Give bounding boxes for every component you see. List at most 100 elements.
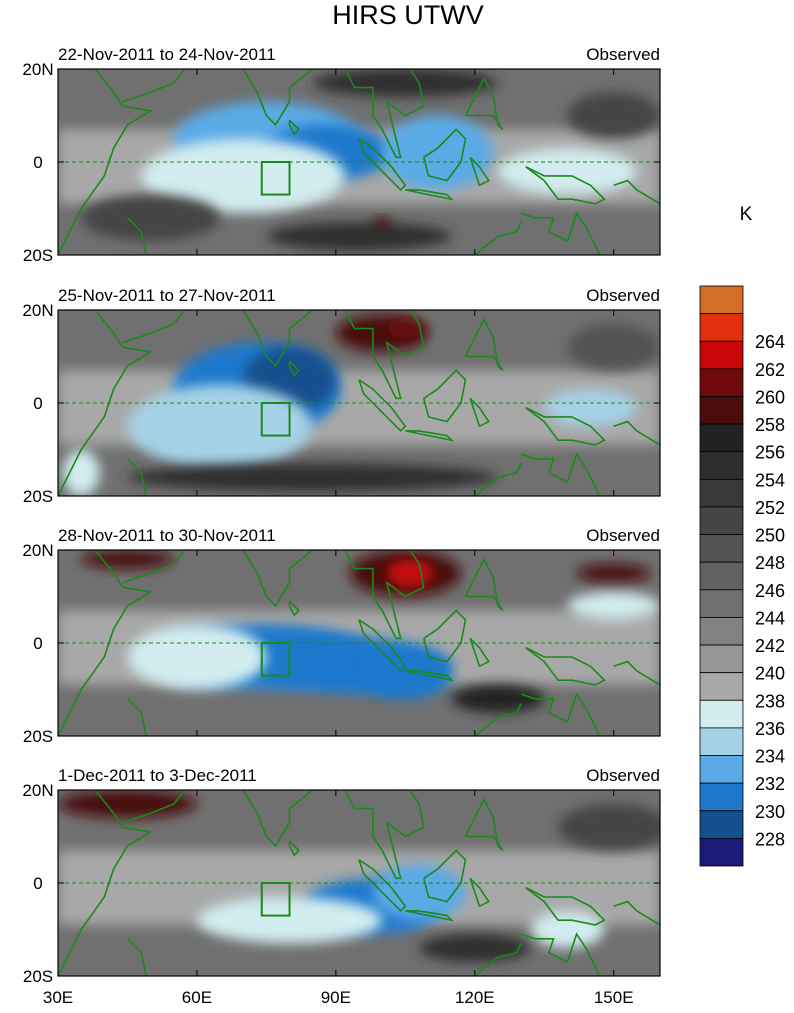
coastline: [520, 211, 601, 255]
colorbar-tick-label: 264: [755, 332, 785, 352]
map-panel: 20N 0 20S 25-Nov-2011 to 27-Nov-2011 Observe…: [22, 286, 661, 506]
coastline: [464, 76, 504, 130]
coastline: [58, 310, 153, 496]
contour-feature: [127, 624, 267, 690]
contour-feature: [419, 934, 531, 963]
coastline: [474, 943, 522, 976]
coastline: [242, 310, 315, 368]
coastline: [288, 840, 300, 857]
colorbar-tick-label: 248: [755, 553, 785, 573]
coastline: [469, 637, 490, 668]
contour-feature: [576, 563, 651, 583]
coastline: [520, 692, 601, 736]
contour-feature: [359, 652, 452, 699]
coastline: [525, 886, 606, 926]
coastline: [613, 179, 660, 205]
contour-feature: [558, 803, 660, 851]
colorbar-tick-label: 260: [755, 387, 785, 407]
y-tick-label: 20S: [23, 727, 53, 746]
coastline: [613, 900, 660, 926]
x-tick-label: 60E: [182, 988, 212, 1007]
colorbar-tick-label: 230: [755, 802, 785, 822]
region-box: [260, 161, 291, 196]
contour-feature: [544, 389, 637, 427]
panel-period-label: 28-Nov-2011 to 30-Nov-2011: [58, 526, 276, 545]
x-tick-label: 90E: [321, 988, 351, 1007]
colorbar-swatch: [699, 755, 744, 784]
coastline: [405, 670, 454, 682]
coastline: [344, 310, 425, 400]
contour-feature: [127, 463, 498, 492]
coastline: [464, 797, 504, 852]
colorbar-swatch: [699, 810, 744, 839]
coastline: [358, 619, 407, 673]
coastline: [405, 910, 454, 922]
contour-feature: [372, 864, 466, 921]
panel-period-label: 22-Nov-2011 to 24-Nov-2011: [58, 45, 276, 64]
coastline: [405, 189, 455, 201]
colorbar-tick-label: 228: [755, 829, 785, 849]
coastline: [464, 557, 504, 612]
coastline: [405, 430, 455, 442]
colorbar-tick-label: 258: [755, 415, 785, 435]
coastline: [58, 550, 153, 736]
coastline: [242, 69, 315, 127]
x-axis-labels: 30E 60E 90E 120E 150E: [43, 988, 634, 1007]
coastline: [520, 932, 601, 976]
colorbar-tick-label: 250: [755, 526, 785, 546]
y-tick-label: 20S: [23, 487, 53, 506]
y-tick-label: 0: [33, 153, 42, 172]
coastline: [358, 379, 407, 433]
x-tick-label: 30E: [43, 988, 73, 1007]
coastline: [122, 69, 186, 103]
colorbar-tick-label: 256: [755, 443, 785, 463]
colorbar-tick-label: 234: [755, 747, 785, 767]
panel-period-label: 1-Dec-2011 to 3-Dec-2011: [58, 766, 257, 785]
y-tick-label: 20S: [23, 967, 53, 986]
coastline: [242, 790, 315, 848]
contour-feature: [312, 69, 498, 97]
region-box: [260, 882, 291, 917]
coastline: [469, 877, 490, 908]
panel-observed-label: Observed: [586, 526, 660, 545]
region-box: [260, 642, 291, 677]
panel-observed-label: Observed: [586, 286, 660, 305]
panel-observed-label: Observed: [586, 766, 660, 785]
coastline: [423, 849, 467, 903]
colorbar-swatch: [699, 782, 744, 812]
coastline: [58, 69, 153, 255]
coastline: [242, 550, 315, 608]
colorbar-swatch: [699, 423, 744, 453]
coastline: [469, 156, 490, 187]
contour-feature: [58, 790, 197, 818]
contour-feature: [567, 323, 660, 371]
colorbar-swatch: [699, 396, 744, 425]
contour-feature: [81, 194, 221, 242]
contour-feature: [62, 449, 100, 496]
coastline: [613, 420, 660, 446]
coastline: [122, 790, 186, 824]
coastline: [525, 165, 606, 205]
colorbar-tick-label: 262: [755, 360, 785, 380]
colorbar-swatch: [699, 340, 744, 370]
colorbar-unit-label: K: [740, 204, 753, 225]
y-tick-label: 20N: [22, 60, 53, 79]
coastline: [126, 458, 147, 496]
contour-feature: [386, 319, 424, 338]
coastline: [525, 646, 606, 686]
contour-feature: [567, 92, 660, 139]
y-tick-label: 0: [33, 394, 42, 413]
colorbar-tick-label: 244: [755, 608, 785, 628]
coastline: [423, 369, 467, 423]
contour-feature: [372, 217, 392, 228]
colorbar-tick-label: 254: [755, 470, 785, 490]
colorbar-swatch: [699, 644, 744, 674]
coastline: [288, 119, 300, 136]
colorbar-tick-label: 246: [755, 581, 785, 601]
map-panel: 20N 0 20S 1-Dec-2011 to 3-Dec-2011 Observed: [22, 766, 661, 986]
y-tick-label: 0: [33, 634, 42, 653]
colorbar-tick-label: 242: [755, 636, 785, 656]
colorbar-swatch: [699, 589, 744, 618]
y-tick-label: 20S: [23, 246, 53, 265]
